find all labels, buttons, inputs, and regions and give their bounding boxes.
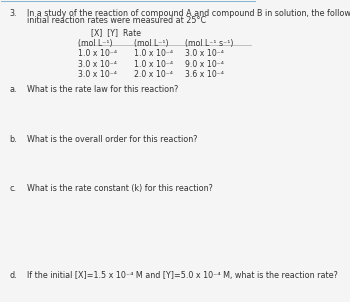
- Text: [X]  [Y]  Rate: [X] [Y] Rate: [91, 28, 141, 37]
- Text: initial reaction rates were measured at 25°C: initial reaction rates were measured at …: [27, 16, 206, 25]
- Text: 1.0 x 10⁻⁴: 1.0 x 10⁻⁴: [134, 49, 173, 58]
- Text: (mol L⁻¹): (mol L⁻¹): [78, 39, 112, 48]
- Text: 9.0 x 10⁻⁴: 9.0 x 10⁻⁴: [185, 60, 224, 69]
- Text: 3.0 x 10⁻⁴: 3.0 x 10⁻⁴: [185, 49, 224, 58]
- Text: What is the overall order for this reaction?: What is the overall order for this react…: [27, 135, 197, 143]
- Text: 3.6 x 10⁻⁴: 3.6 x 10⁻⁴: [185, 70, 224, 79]
- Text: 2.0 x 10⁻⁴: 2.0 x 10⁻⁴: [134, 70, 173, 79]
- Text: b.: b.: [9, 135, 17, 143]
- Text: 3.: 3.: [9, 9, 16, 18]
- Text: (mol L⁻¹ s⁻¹): (mol L⁻¹ s⁻¹): [185, 39, 233, 48]
- Text: a.: a.: [9, 85, 16, 94]
- Text: c.: c.: [9, 184, 16, 193]
- Text: 3.0 x 10⁻⁴: 3.0 x 10⁻⁴: [78, 70, 117, 79]
- Text: 1.0 x 10⁻⁴: 1.0 x 10⁻⁴: [134, 60, 173, 69]
- Text: 3.0 x 10⁻⁴: 3.0 x 10⁻⁴: [78, 60, 117, 69]
- Text: In a study of the reaction of compound A and compound B in solution, the followi: In a study of the reaction of compound A…: [27, 9, 350, 18]
- Text: (mol L⁻¹): (mol L⁻¹): [134, 39, 169, 48]
- Text: d.: d.: [9, 271, 17, 280]
- Text: 1.0 x 10⁻⁴: 1.0 x 10⁻⁴: [78, 49, 117, 58]
- Text: If the initial [X]=1.5 x 10⁻⁴ M and [Y]=5.0 x 10⁻⁴ M, what is the reaction rate?: If the initial [X]=1.5 x 10⁻⁴ M and [Y]=…: [27, 271, 338, 280]
- Text: What is the rate law for this reaction?: What is the rate law for this reaction?: [27, 85, 178, 94]
- Text: What is the rate constant (k) for this reaction?: What is the rate constant (k) for this r…: [27, 184, 213, 193]
